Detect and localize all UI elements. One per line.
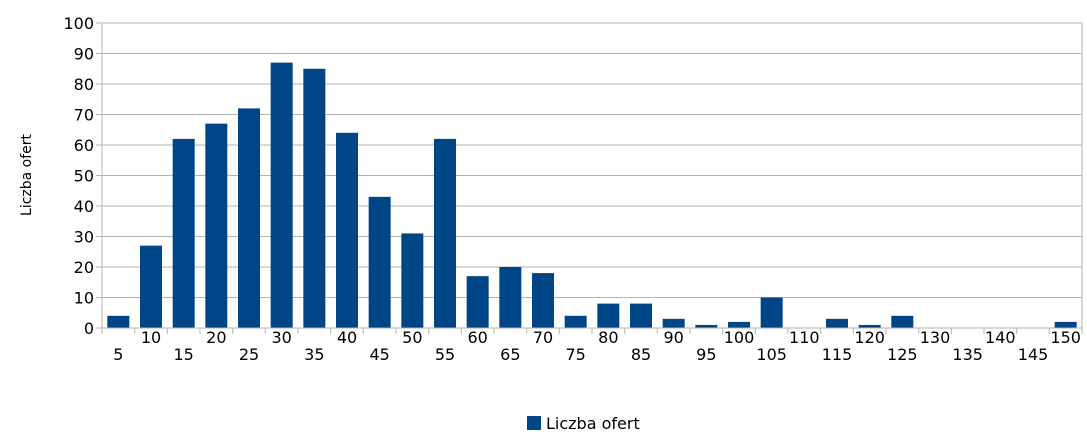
bar bbox=[140, 245, 162, 328]
x-tick-label: 45 bbox=[369, 345, 389, 364]
x-tick-label: 35 bbox=[304, 345, 324, 364]
x-tick-label: 135 bbox=[952, 345, 983, 364]
x-tick-label: 130 bbox=[920, 328, 951, 347]
x-tick-label: 40 bbox=[337, 328, 357, 347]
x-tick-label: 70 bbox=[533, 328, 553, 347]
bar bbox=[826, 318, 848, 328]
y-tick-label: 20 bbox=[74, 258, 94, 277]
x-tick-label: 25 bbox=[239, 345, 259, 364]
bar bbox=[303, 68, 326, 328]
x-tick-label: 120 bbox=[854, 328, 885, 347]
bar bbox=[401, 233, 424, 328]
bar bbox=[1054, 321, 1077, 328]
y-tick-label: 90 bbox=[74, 45, 94, 64]
bar bbox=[662, 318, 685, 328]
bars bbox=[107, 62, 1077, 329]
bar bbox=[466, 276, 489, 328]
legend-label: Liczba ofert bbox=[546, 414, 640, 432]
bar bbox=[858, 324, 881, 328]
bar bbox=[891, 315, 914, 328]
axes bbox=[96, 22, 1083, 334]
bar bbox=[336, 132, 358, 328]
y-tick-label: 30 bbox=[74, 228, 94, 247]
y-tick-label: 10 bbox=[74, 289, 94, 308]
x-tick-label: 20 bbox=[206, 328, 226, 347]
bar bbox=[630, 303, 652, 328]
bar bbox=[205, 123, 228, 329]
y-tick-label: 100 bbox=[63, 14, 94, 33]
legend: Liczba ofert bbox=[527, 414, 640, 432]
y-tick-labels: 0 10 20 30 40 50 60 70 80 90 100 bbox=[63, 14, 94, 338]
x-tick-label: 100 bbox=[724, 328, 755, 347]
x-tick-label: 90 bbox=[663, 328, 683, 347]
x-tick-label: 50 bbox=[402, 328, 422, 347]
x-tick-label: 60 bbox=[467, 328, 487, 347]
bar bbox=[270, 62, 293, 329]
x-tick-label: 85 bbox=[631, 345, 651, 364]
x-tick-label: 95 bbox=[696, 345, 716, 364]
y-tick-label: 70 bbox=[74, 106, 94, 125]
bar bbox=[695, 324, 718, 328]
gridlines bbox=[102, 22, 1082, 329]
y-tick-label: 60 bbox=[74, 136, 94, 155]
x-tick-label: 110 bbox=[789, 328, 820, 347]
bar bbox=[728, 321, 750, 328]
y-tick-label: 50 bbox=[74, 167, 94, 186]
legend-swatch bbox=[527, 416, 541, 430]
bar bbox=[760, 297, 783, 328]
y-tick-label: 80 bbox=[74, 75, 94, 94]
x-tick-label: 115 bbox=[822, 345, 853, 364]
bar bbox=[564, 315, 587, 328]
y-axis-title: Liczba ofert bbox=[19, 133, 35, 216]
x-tick-label: 10 bbox=[141, 328, 161, 347]
x-tick-label: 55 bbox=[435, 345, 455, 364]
bar bbox=[172, 138, 195, 328]
x-tick-label: 15 bbox=[173, 345, 193, 364]
x-tick-label: 65 bbox=[500, 345, 520, 364]
x-tick-label: 75 bbox=[565, 345, 585, 364]
bar bbox=[107, 315, 130, 328]
bar bbox=[238, 108, 260, 329]
y-tick-label: 40 bbox=[74, 197, 94, 216]
bar bbox=[368, 196, 391, 328]
bar bbox=[532, 273, 554, 328]
y-tick-label: 0 bbox=[84, 319, 94, 338]
bar bbox=[499, 267, 522, 328]
bar bbox=[597, 303, 620, 328]
x-tick-labels: 5 10 15 20 25 30 35 40 45 50 55 60 65 70 75 80 85 90 95 100… bbox=[113, 328, 1081, 364]
x-tick-label: 145 bbox=[1018, 345, 1049, 364]
x-tick-label: 105 bbox=[756, 345, 787, 364]
x-tick-label: 80 bbox=[598, 328, 618, 347]
x-tick-label: 30 bbox=[271, 328, 291, 347]
x-tick-label: 150 bbox=[1050, 328, 1081, 347]
x-tick-label: 125 bbox=[887, 345, 918, 364]
x-tick-label: 140 bbox=[985, 328, 1016, 347]
bar bbox=[434, 138, 456, 328]
x-tick-label: 5 bbox=[113, 345, 123, 364]
